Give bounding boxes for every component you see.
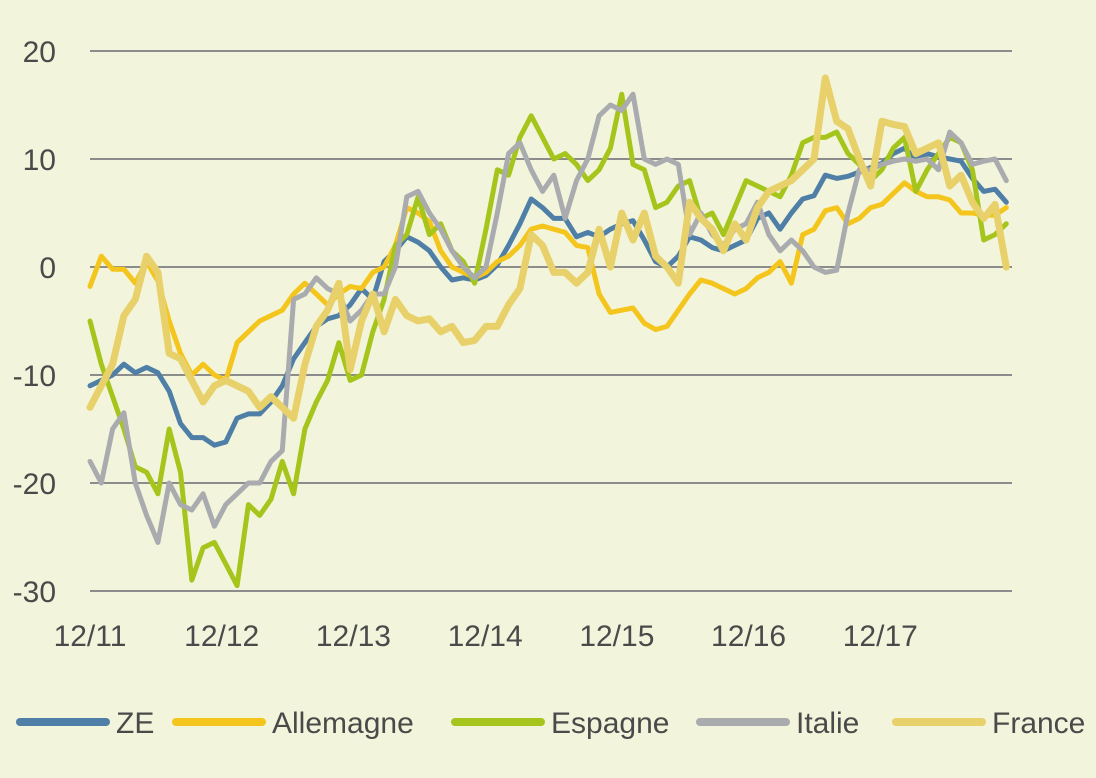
y-tick-label: -10 — [13, 360, 56, 393]
series-line-ze — [87, 145, 1009, 448]
y-tick-label: 0 — [39, 252, 56, 285]
series-lines — [86, 74, 1010, 589]
grid-lines — [90, 50, 1012, 592]
legend-item-france: France — [892, 707, 1085, 740]
x-axis-tick-labels: 12/11 12/12 12/13 12/14 12/15 12/16 12/17 — [54, 620, 918, 653]
legend-label: ZE — [116, 707, 154, 740]
legend-item-allemagne: Allemagne — [172, 707, 414, 740]
legend: ZE Allemagne Espagne Italie France — [16, 707, 1085, 740]
series-line-espagne — [87, 91, 1009, 589]
y-tick-label: -30 — [13, 576, 56, 609]
legend-item-ze: ZE — [16, 707, 154, 740]
x-tick-label: 12/17 — [843, 620, 918, 653]
x-tick-label: 12/16 — [711, 620, 786, 653]
y-tick-label: 10 — [23, 144, 56, 177]
x-tick-label: 12/12 — [184, 620, 259, 653]
y-tick-label: -20 — [13, 468, 56, 501]
legend-label: Allemagne — [272, 707, 414, 740]
y-tick-label: 20 — [23, 36, 56, 69]
x-tick-label: 12/15 — [579, 620, 654, 653]
series-line-allemagne — [87, 180, 1009, 383]
legend-item-italie: Italie — [696, 707, 859, 740]
legend-label: France — [992, 707, 1085, 740]
y-axis-tick-labels: 20 10 0 -10 -20 -30 — [13, 36, 56, 609]
series-line-italie — [87, 91, 1009, 545]
x-tick-label: 12/11 — [54, 620, 127, 653]
legend-item-espagne: Espagne — [451, 707, 669, 740]
series-line-france — [86, 74, 1010, 422]
x-tick-label: 12/14 — [448, 620, 523, 653]
x-tick-label: 12/13 — [316, 620, 391, 653]
legend-label: Italie — [796, 707, 859, 740]
legend-label: Espagne — [551, 707, 669, 740]
